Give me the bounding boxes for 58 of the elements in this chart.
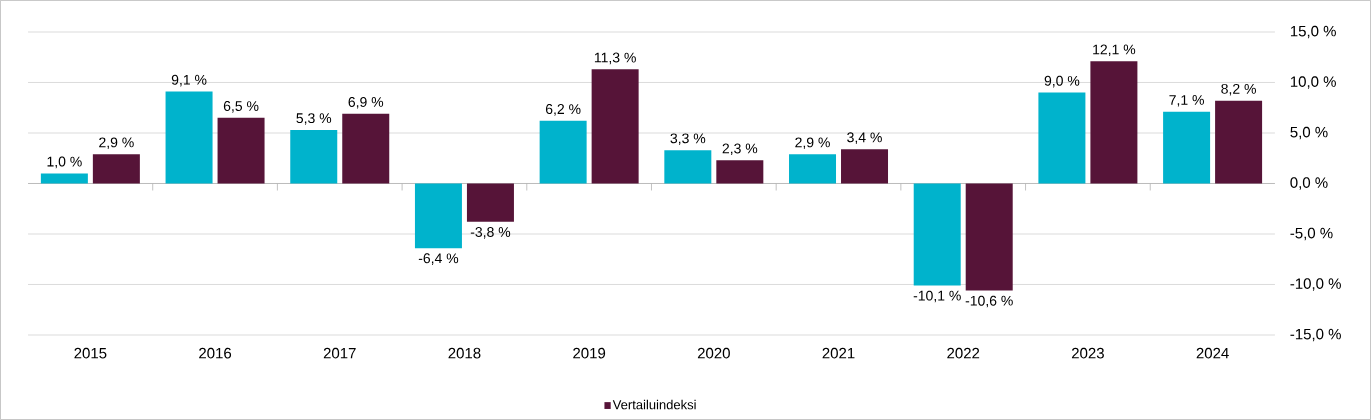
data-label: 11,3 % [594, 52, 636, 65]
x-tick-label: 2021 [822, 347, 855, 359]
x-tick-label: 2016 [199, 347, 232, 359]
data-label: 8,2 % [1221, 83, 1256, 96]
bar [290, 129, 338, 184]
bar [539, 120, 587, 184]
x-tick-label: 2020 [697, 347, 730, 359]
x-tick-label: 2024 [1196, 347, 1229, 359]
bar [165, 91, 213, 184]
legend-label: Vertailuindeksi [612, 399, 696, 410]
data-label: -3,8 % [470, 227, 511, 239]
bar [664, 150, 712, 184]
x-tick-label: 2019 [573, 347, 606, 359]
bar [40, 173, 88, 184]
x-tick-label: 2022 [947, 347, 980, 359]
data-label: 5,3 % [296, 113, 332, 125]
bar [1038, 92, 1086, 184]
bar [1090, 61, 1138, 184]
bar [716, 160, 764, 184]
bar [92, 154, 140, 184]
y-tick-label: 10,0 % [1290, 76, 1336, 89]
bar [466, 183, 514, 222]
data-label: 12,1 % [1093, 44, 1136, 57]
y-tick-label: 5,0 % [1290, 126, 1328, 140]
data-label: -10,1 % [913, 290, 961, 303]
x-tick-label: 2017 [323, 347, 356, 359]
data-label: 9,0 % [1044, 75, 1080, 88]
bar [841, 149, 889, 184]
data-label: 6,2 % [545, 104, 581, 116]
data-label: 6,9 % [348, 97, 384, 109]
data-label: 3,4 % [847, 132, 882, 144]
y-tick-label: 0,0 % [1290, 177, 1328, 190]
data-label: 7,1 % [1169, 95, 1204, 107]
bar [789, 154, 837, 184]
bar [342, 113, 390, 184]
x-tick-label: 2015 [74, 347, 107, 359]
x-tick-label: 2023 [1071, 347, 1104, 359]
data-label: 9,1 % [171, 74, 207, 87]
data-label: 2,9 % [795, 137, 830, 149]
x-tick-label: 2018 [448, 347, 481, 359]
data-label: 2,9 % [99, 137, 134, 149]
data-label: 6,5 % [223, 101, 259, 113]
data-label: 2,3 % [722, 143, 758, 156]
bar [965, 183, 1013, 291]
y-tick-label: -15,0 % [1290, 328, 1341, 342]
data-label: 1,0 % [47, 156, 82, 169]
data-label: 3,3 % [670, 133, 706, 145]
bar [1163, 111, 1211, 184]
bar [591, 69, 639, 184]
y-tick-label: 15,0 % [1290, 25, 1336, 39]
bar [913, 183, 961, 286]
bar [414, 183, 462, 249]
data-label: -10,6 % [965, 295, 1013, 308]
data-label: -6,4 % [418, 253, 459, 265]
bar [217, 117, 265, 184]
y-tick-label: -5,0 % [1290, 227, 1333, 241]
y-tick-label: -10,0 % [1290, 278, 1341, 291]
bar [1215, 100, 1263, 184]
